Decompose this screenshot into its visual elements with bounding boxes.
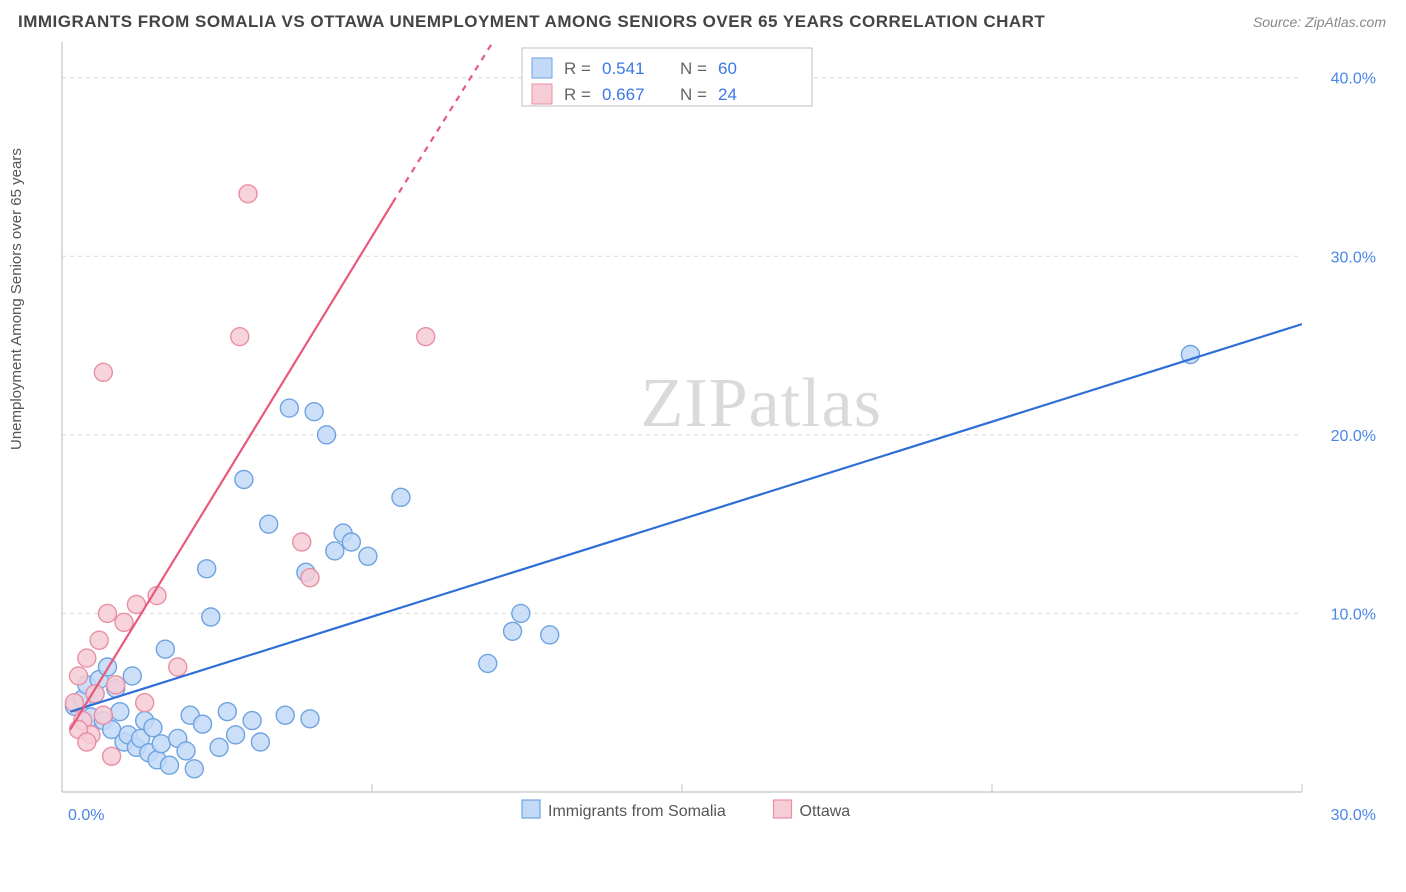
data-point [417,328,435,346]
data-point [280,399,298,417]
series-legend: Immigrants from Somalia Ottawa [522,800,850,820]
chart-title: IMMIGRANTS FROM SOMALIA VS OTTAWA UNEMPL… [18,12,1045,32]
data-point [70,667,88,685]
data-point [318,426,336,444]
data-point [301,710,319,728]
data-point [210,738,228,756]
legend-r-value: 0.541 [602,59,645,78]
data-point [198,560,216,578]
chart-svg: 10.0% 20.0% 30.0% 40.0% 0.0% 30.0% ZIPatlas R =… [52,42,1382,842]
legend-label: Ottawa [800,803,851,820]
data-point [123,667,141,685]
data-point [504,622,522,640]
legend-swatch [532,84,552,104]
legend-swatch [522,800,540,818]
y-tick-label: 30.0% [1331,249,1376,266]
x-tick-label: 0.0% [68,807,104,824]
legend-swatch [532,58,552,78]
data-point [231,328,249,346]
data-point [392,488,410,506]
data-point [251,733,269,751]
data-point [326,542,344,560]
data-point [144,719,162,737]
x-tick-label: 30.0% [1331,807,1376,824]
data-point [239,185,257,203]
data-point [293,533,311,551]
data-point [78,733,96,751]
data-point [160,756,178,774]
y-tick-label: 40.0% [1331,71,1376,88]
y-tick-label: 20.0% [1331,428,1376,445]
data-point [227,726,245,744]
data-point [359,547,377,565]
data-point [301,569,319,587]
data-point [78,649,96,667]
data-point [94,363,112,381]
legend-n-value: 60 [718,59,737,78]
legend-label: Immigrants from Somalia [548,803,726,820]
data-point [90,631,108,649]
data-point [115,613,133,631]
data-point [156,640,174,658]
data-point [94,706,112,724]
trend-line [70,203,392,730]
legend-n-value: 24 [718,85,737,104]
data-point [169,658,187,676]
data-point [243,712,261,730]
legend-r-value: 0.667 [602,85,645,104]
legend-swatch [774,800,792,818]
trend-line-extrapolated [393,42,538,203]
data-point [194,715,212,733]
data-point [305,403,323,421]
legend-r-label: R = [564,59,591,78]
data-point [185,760,203,778]
data-point [111,703,129,721]
data-point [541,626,559,644]
correlation-legend: R = 0.541 N = 60 R = 0.667 N = 24 [522,48,812,106]
y-axis-label: Unemployment Among Seniors over 65 years [8,148,25,450]
legend-r-label: R = [564,85,591,104]
data-point [512,604,530,622]
legend-n-label: N = [680,85,707,104]
data-point [276,706,294,724]
legend-n-label: N = [680,59,707,78]
data-point [479,654,497,672]
data-point [152,735,170,753]
data-point [260,515,278,533]
watermark: ZIPatlas [641,365,882,442]
data-point [202,608,220,626]
data-point [342,533,360,551]
y-tick-label: 10.0% [1331,606,1376,623]
data-point [136,694,154,712]
data-point [98,604,116,622]
source-label: Source: ZipAtlas.com [1253,14,1386,30]
data-point [235,471,253,489]
data-point [177,742,195,760]
data-point [107,676,125,694]
data-point [218,703,236,721]
scatter-plot: 10.0% 20.0% 30.0% 40.0% 0.0% 30.0% ZIPatlas R =… [52,42,1382,842]
data-point [103,747,121,765]
